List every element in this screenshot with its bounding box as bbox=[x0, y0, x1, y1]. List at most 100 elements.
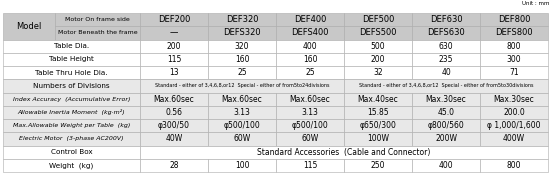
Bar bbox=[276, 106, 344, 119]
Text: 250: 250 bbox=[371, 161, 385, 170]
Text: φ300/50: φ300/50 bbox=[158, 121, 190, 130]
Bar bbox=[344, 39, 412, 53]
Bar bbox=[412, 93, 480, 106]
Text: Motor Beneath the frame: Motor Beneath the frame bbox=[58, 30, 138, 35]
Bar bbox=[480, 106, 548, 119]
Text: φ 1,000/1,600: φ 1,000/1,600 bbox=[487, 121, 541, 130]
Bar bbox=[140, 13, 208, 26]
Bar bbox=[344, 106, 412, 119]
Bar bbox=[3, 106, 140, 119]
Text: 160: 160 bbox=[235, 55, 249, 64]
Bar bbox=[344, 26, 412, 39]
Bar bbox=[140, 53, 208, 66]
Text: 400W: 400W bbox=[503, 134, 525, 143]
Bar bbox=[344, 132, 412, 145]
Bar bbox=[140, 79, 344, 93]
Text: Max.60sec: Max.60sec bbox=[153, 95, 194, 104]
Text: 60W: 60W bbox=[233, 134, 251, 143]
Bar bbox=[412, 132, 480, 145]
Text: 3.13: 3.13 bbox=[301, 108, 318, 117]
Text: Unit : mm: Unit : mm bbox=[521, 1, 549, 6]
Text: Table Height: Table Height bbox=[49, 56, 94, 62]
Text: Max.40sec: Max.40sec bbox=[358, 95, 398, 104]
Text: φ800/560: φ800/560 bbox=[428, 121, 464, 130]
Bar bbox=[208, 93, 276, 106]
Text: 32: 32 bbox=[373, 68, 383, 77]
Text: DEF800: DEF800 bbox=[498, 15, 530, 24]
Text: DEF320: DEF320 bbox=[226, 15, 258, 24]
Text: Numbers of Divisions: Numbers of Divisions bbox=[33, 83, 110, 89]
Bar bbox=[140, 159, 208, 172]
Text: 200.0: 200.0 bbox=[503, 108, 525, 117]
Text: Max.60sec: Max.60sec bbox=[290, 95, 331, 104]
Bar bbox=[3, 66, 140, 79]
Bar bbox=[344, 66, 412, 79]
Bar bbox=[344, 119, 412, 132]
Bar bbox=[480, 39, 548, 53]
Text: Standard - either of 3,4,6,8,or12  Special - either of from5to30divisions: Standard - either of 3,4,6,8,or12 Specia… bbox=[359, 83, 534, 88]
Bar bbox=[140, 106, 208, 119]
Text: 28: 28 bbox=[169, 161, 179, 170]
Text: —: — bbox=[170, 28, 178, 37]
Text: 200W: 200W bbox=[435, 134, 457, 143]
Text: Standard - either of 3,4,6,8,or12  Special - either of from5to24divisions: Standard - either of 3,4,6,8,or12 Specia… bbox=[155, 83, 329, 88]
Bar bbox=[208, 132, 276, 145]
Text: DEF630: DEF630 bbox=[430, 15, 463, 24]
Bar bbox=[208, 66, 276, 79]
Bar bbox=[412, 13, 480, 26]
Bar bbox=[3, 39, 140, 53]
Bar bbox=[3, 119, 140, 132]
Text: 25: 25 bbox=[305, 68, 315, 77]
Text: 400: 400 bbox=[439, 161, 453, 170]
Bar bbox=[3, 53, 140, 66]
Text: 300: 300 bbox=[507, 55, 521, 64]
Bar bbox=[480, 53, 548, 66]
Text: Standard Accessories  (Cable and Connector): Standard Accessories (Cable and Connecto… bbox=[257, 148, 431, 157]
Bar bbox=[344, 93, 412, 106]
Text: Motor On frame side: Motor On frame side bbox=[65, 17, 130, 22]
Bar bbox=[480, 93, 548, 106]
Bar bbox=[276, 159, 344, 172]
Text: 800: 800 bbox=[507, 42, 521, 51]
Text: Table Thru Hole Dia.: Table Thru Hole Dia. bbox=[35, 70, 108, 76]
Text: 71: 71 bbox=[509, 68, 519, 77]
Text: DEF200: DEF200 bbox=[158, 15, 190, 24]
Bar bbox=[480, 132, 548, 145]
Text: Max.30sec: Max.30sec bbox=[426, 95, 466, 104]
Text: Max.Allowable Weight per Table  (kg): Max.Allowable Weight per Table (kg) bbox=[13, 123, 130, 128]
Bar bbox=[412, 39, 480, 53]
Bar bbox=[208, 119, 276, 132]
Text: Weight  (kg): Weight (kg) bbox=[50, 162, 94, 169]
Bar bbox=[480, 159, 548, 172]
Bar bbox=[344, 159, 412, 172]
Bar bbox=[3, 159, 140, 172]
Text: 100: 100 bbox=[235, 161, 249, 170]
Bar bbox=[140, 119, 208, 132]
Bar bbox=[276, 93, 344, 106]
Bar bbox=[480, 13, 548, 26]
Bar bbox=[412, 119, 480, 132]
Bar bbox=[140, 39, 208, 53]
Text: Allowable Inertia Moment  (kg·m²): Allowable Inertia Moment (kg·m²) bbox=[18, 109, 125, 115]
Text: 25: 25 bbox=[237, 68, 247, 77]
Text: 100W: 100W bbox=[367, 134, 389, 143]
Text: Max.30sec: Max.30sec bbox=[494, 95, 535, 104]
Bar bbox=[480, 66, 548, 79]
Bar bbox=[208, 26, 276, 39]
Text: 200: 200 bbox=[167, 42, 182, 51]
Bar bbox=[208, 13, 276, 26]
Text: φ650/300: φ650/300 bbox=[360, 121, 397, 130]
Bar bbox=[480, 26, 548, 39]
Text: 40: 40 bbox=[441, 68, 451, 77]
Bar bbox=[276, 26, 344, 39]
Bar bbox=[3, 79, 140, 93]
Text: 320: 320 bbox=[235, 42, 249, 51]
Text: Electric Motor  (3-phase AC200V): Electric Motor (3-phase AC200V) bbox=[19, 136, 124, 141]
Text: 115: 115 bbox=[303, 161, 317, 170]
Text: 45.0: 45.0 bbox=[437, 108, 454, 117]
Text: Index Accuracy  (Accumulative Error): Index Accuracy (Accumulative Error) bbox=[13, 97, 130, 102]
Bar bbox=[140, 26, 208, 39]
Text: 115: 115 bbox=[167, 55, 181, 64]
Text: 630: 630 bbox=[439, 42, 453, 51]
Bar bbox=[55, 26, 140, 39]
